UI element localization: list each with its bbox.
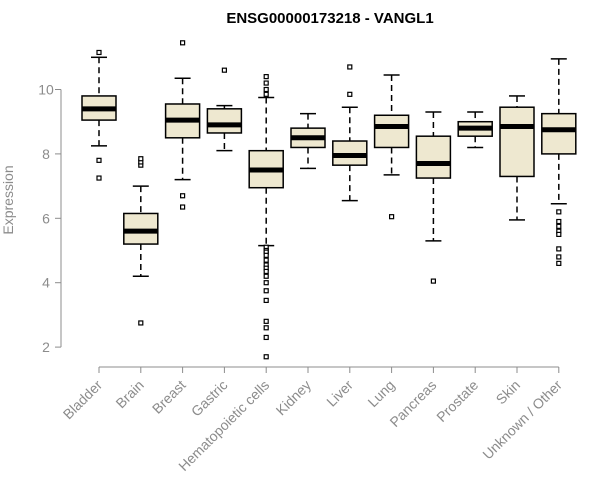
- outlier-point: [263, 268, 269, 275]
- box-iqr: [206, 108, 243, 134]
- box-iqr: [415, 135, 452, 179]
- outlier-point: [263, 86, 269, 93]
- outlier-point: [263, 280, 269, 286]
- box-group: [415, 111, 452, 284]
- box-iqr: [541, 112, 577, 155]
- outlier-point: [556, 246, 562, 252]
- outlier-point: [556, 260, 562, 266]
- outlier-point: [263, 273, 269, 279]
- box-iqr: [373, 114, 410, 149]
- box-group: [457, 111, 493, 149]
- box-group: [373, 74, 410, 220]
- outlier-point: [556, 231, 562, 237]
- box-group: [123, 156, 159, 326]
- outlier-point: [263, 334, 269, 341]
- outlier-point: [96, 175, 102, 181]
- box-group: [290, 112, 326, 170]
- outlier-point: [96, 157, 102, 163]
- y-tick-label: 6: [42, 210, 50, 226]
- x-tick-label: Kidney: [273, 377, 315, 419]
- y-tick-label: 10: [38, 82, 54, 98]
- outlier-point: [138, 320, 144, 326]
- outlier-point: [263, 257, 269, 263]
- box-group: [499, 95, 535, 221]
- x-tick-label: Breast: [149, 377, 189, 417]
- box-group: [206, 67, 243, 152]
- x-tick-label: Brain: [112, 377, 146, 411]
- outlier-point: [221, 67, 227, 73]
- outlier-point: [263, 297, 269, 304]
- outlier-point: [263, 354, 269, 360]
- outlier-point: [263, 80, 269, 86]
- outlier-point: [263, 91, 269, 97]
- y-axis: 2 4 6 8 10: [38, 82, 62, 355]
- outlier-point: [263, 288, 269, 294]
- outlier-point: [180, 40, 186, 46]
- outlier-point: [556, 218, 562, 225]
- y-tick-label: 4: [42, 275, 50, 291]
- outlier-point: [556, 223, 562, 229]
- outlier-point: [263, 252, 269, 258]
- outlier-point: [180, 204, 186, 210]
- outlier-point: [263, 74, 269, 80]
- box-group: [248, 74, 284, 360]
- outlier-point: [430, 278, 436, 284]
- box-group: [81, 49, 117, 181]
- outlier-point: [180, 193, 186, 199]
- outlier-point: [138, 156, 144, 162]
- outlier-point: [347, 64, 353, 70]
- x-tick-label: Liver: [323, 377, 356, 410]
- box-group: [332, 64, 368, 202]
- x-tick-label: Bladder: [60, 377, 106, 423]
- outlier-point: [389, 214, 395, 220]
- outlier-point: [556, 254, 562, 260]
- outlier-point: [556, 209, 562, 215]
- outlier-point: [96, 49, 102, 56]
- x-tick-label: Prostate: [433, 377, 481, 425]
- x-tick-label: Unknown / Other: [479, 377, 565, 463]
- x-tick-label: Lung: [364, 377, 397, 410]
- outlier-point: [263, 325, 269, 331]
- y-tick-label: 8: [42, 146, 50, 162]
- box-group: [164, 40, 201, 210]
- y-tick-label: 2: [42, 339, 50, 355]
- y-axis-label: Expression: [0, 165, 16, 234]
- box-iqr: [499, 106, 535, 178]
- outlier-point: [263, 318, 269, 324]
- box-series: [81, 40, 577, 360]
- x-tick-label: Skin: [493, 377, 524, 408]
- box-group: [541, 58, 577, 266]
- outlier-point: [347, 91, 353, 97]
- chart-title: ENSG00000173218 - VANGL1: [226, 10, 433, 27]
